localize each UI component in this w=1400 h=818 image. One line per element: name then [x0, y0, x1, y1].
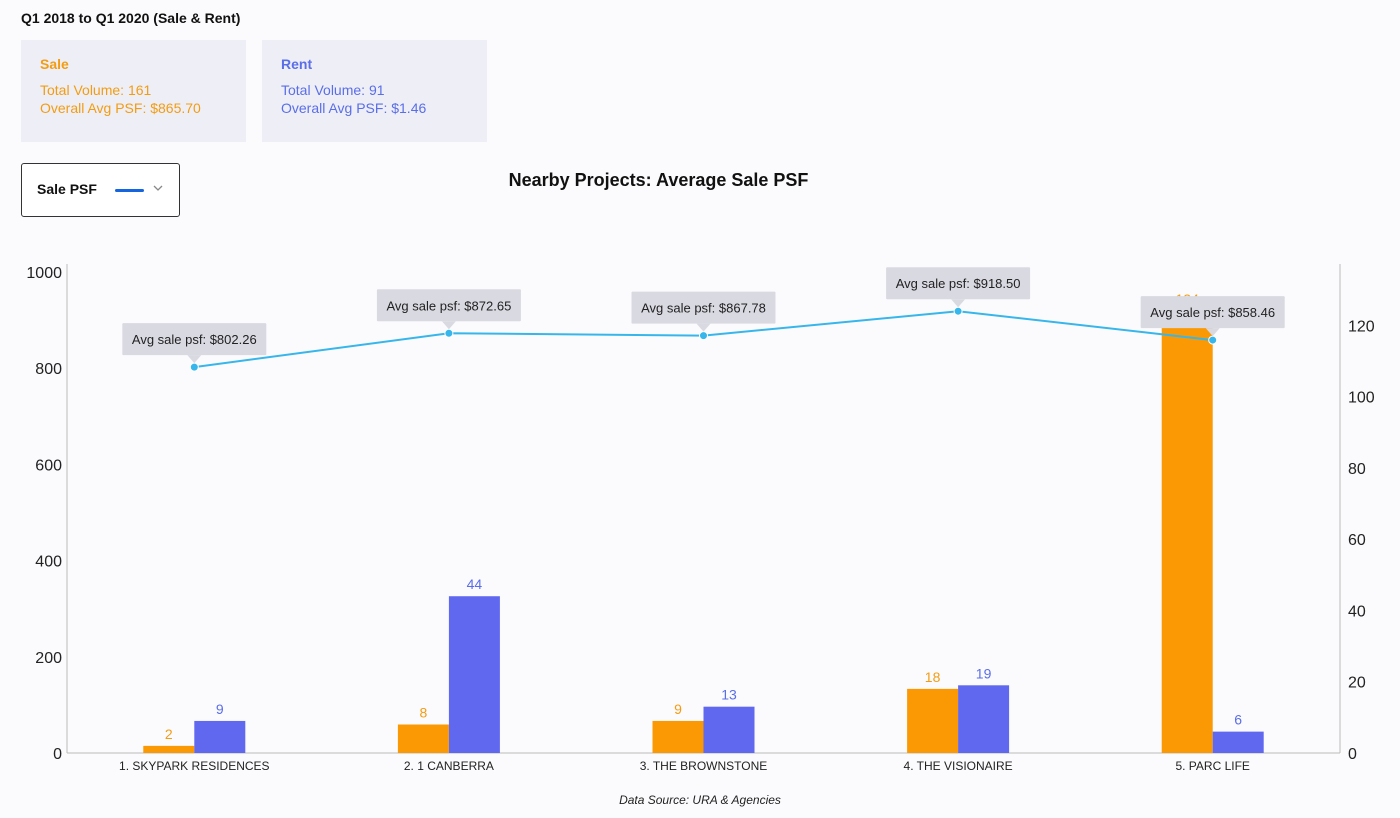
- sale-card-title: Sale: [40, 56, 69, 72]
- line-series-swatch: [115, 189, 144, 192]
- sale-overall-avg-psf: Overall Avg PSF: $865.70: [40, 100, 201, 116]
- rent-overall-avg-psf: Overall Avg PSF: $1.46: [281, 100, 427, 116]
- sale-volume-bar: [143, 745, 195, 753]
- tooltip-text: Avg sale psf: $918.50: [896, 276, 1021, 291]
- x-axis-category-label: 4. THE VISIONAIRE: [904, 759, 1013, 773]
- sale-volume-bar: [397, 724, 449, 753]
- right-axis-tick-label: 40: [1348, 603, 1366, 620]
- tooltip-pointer: [441, 321, 456, 330]
- left-axis-tick-label: 200: [35, 650, 62, 667]
- right-axis-tick-label: 0: [1348, 746, 1357, 763]
- tooltip-text: Avg sale psf: $802.26: [132, 332, 257, 347]
- avg-psf-point: [444, 328, 454, 338]
- right-axis-tick-label: 20: [1348, 675, 1366, 692]
- left-axis-tick-label: 600: [35, 457, 62, 474]
- x-axis-category-label: 1. SKYPARK RESIDENCES: [119, 759, 270, 773]
- period-title: Q1 2018 to Q1 2020 (Sale & Rent): [21, 10, 241, 26]
- x-axis-category-label: 2. 1 CANBERRA: [404, 759, 494, 773]
- rent-volume-bar: [448, 596, 500, 753]
- left-axis-tick-label: 1000: [26, 265, 62, 282]
- x-axis-category-label: 3. THE BROWNSTONE: [640, 759, 768, 773]
- rent-volume-label: 19: [976, 665, 992, 681]
- x-axis-category-label: 5. PARC LIFE: [1175, 759, 1249, 773]
- avg-psf-tooltip: Avg sale psf: $872.65: [376, 289, 521, 330]
- tooltip-pointer: [951, 299, 966, 308]
- rent-volume-label: 9: [216, 701, 224, 717]
- left-axis-tick-label: 800: [35, 361, 62, 378]
- tooltip-pointer: [187, 355, 202, 364]
- tooltip-text: Avg sale psf: $872.65: [387, 298, 512, 313]
- chart-title: Nearby Projects: Average Sale PSF: [508, 170, 809, 190]
- sale-summary-card: Sale Total Volume: 161 Overall Avg PSF: …: [21, 40, 246, 142]
- tooltip-box: [1140, 296, 1285, 329]
- avg-psf-point: [1208, 335, 1218, 345]
- sale-volume-bar: [907, 688, 959, 753]
- tooltip-text: Avg sale psf: $867.78: [641, 301, 766, 316]
- data-source-note: Data Source: URA & Agencies: [619, 793, 781, 807]
- rent-volume-label: 13: [721, 687, 737, 703]
- avg-psf-tooltip: Avg sale psf: $918.50: [886, 267, 1031, 308]
- rent-volume-bar: [1212, 731, 1264, 753]
- rent-volume-bar: [194, 720, 246, 753]
- metric-select-label: Sale PSF: [37, 181, 97, 197]
- tooltip-pointer: [696, 323, 711, 332]
- sale-volume-bar: [652, 720, 704, 753]
- rent-volume-label: 44: [467, 576, 483, 592]
- sale-volume-bar: [1161, 311, 1213, 753]
- metric-select-dropdown[interactable]: Sale PSF: [21, 163, 180, 217]
- tooltip-pointer: [1205, 328, 1220, 337]
- avg-psf-tooltip: Avg sale psf: $802.26: [122, 323, 267, 364]
- sale-volume-label: 2: [165, 726, 173, 742]
- right-axis-tick-label: 80: [1348, 461, 1366, 478]
- tooltip-box: [122, 323, 267, 356]
- rent-card-title: Rent: [281, 56, 313, 72]
- avg-psf-point: [699, 331, 708, 341]
- right-axis-tick-label: 100: [1348, 390, 1375, 407]
- tooltip-box: [631, 291, 776, 324]
- rent-volume-bar: [703, 706, 755, 753]
- avg-psf-point: [953, 306, 963, 316]
- avg-psf-tooltip: Avg sale psf: $867.78: [631, 291, 776, 332]
- sale-volume-label: 8: [420, 704, 428, 720]
- rent-volume-label: 6: [1234, 712, 1242, 728]
- tooltip-text: Avg sale psf: $858.46: [1150, 305, 1275, 320]
- avg-psf-tooltip: Avg sale psf: $858.46: [1140, 296, 1285, 337]
- rent-volume-bar: [958, 685, 1010, 753]
- sale-volume-label: 18: [925, 669, 941, 685]
- left-axis-tick-label: 0: [53, 746, 62, 763]
- sale-volume-label: 9: [674, 701, 682, 717]
- rent-total-volume: Total Volume: 91: [281, 82, 385, 98]
- tooltip-box: [376, 289, 521, 322]
- rent-summary-card: Rent Total Volume: 91 Overall Avg PSF: $…: [262, 40, 487, 142]
- left-axis-tick-label: 400: [35, 554, 62, 571]
- sale-total-volume: Total Volume: 161: [40, 82, 152, 98]
- tooltip-box: [886, 267, 1031, 300]
- right-axis-tick-label: 120: [1348, 318, 1375, 335]
- avg-psf-point: [189, 362, 199, 372]
- right-axis-tick-label: 60: [1348, 532, 1366, 549]
- chevron-down-icon: [152, 181, 164, 199]
